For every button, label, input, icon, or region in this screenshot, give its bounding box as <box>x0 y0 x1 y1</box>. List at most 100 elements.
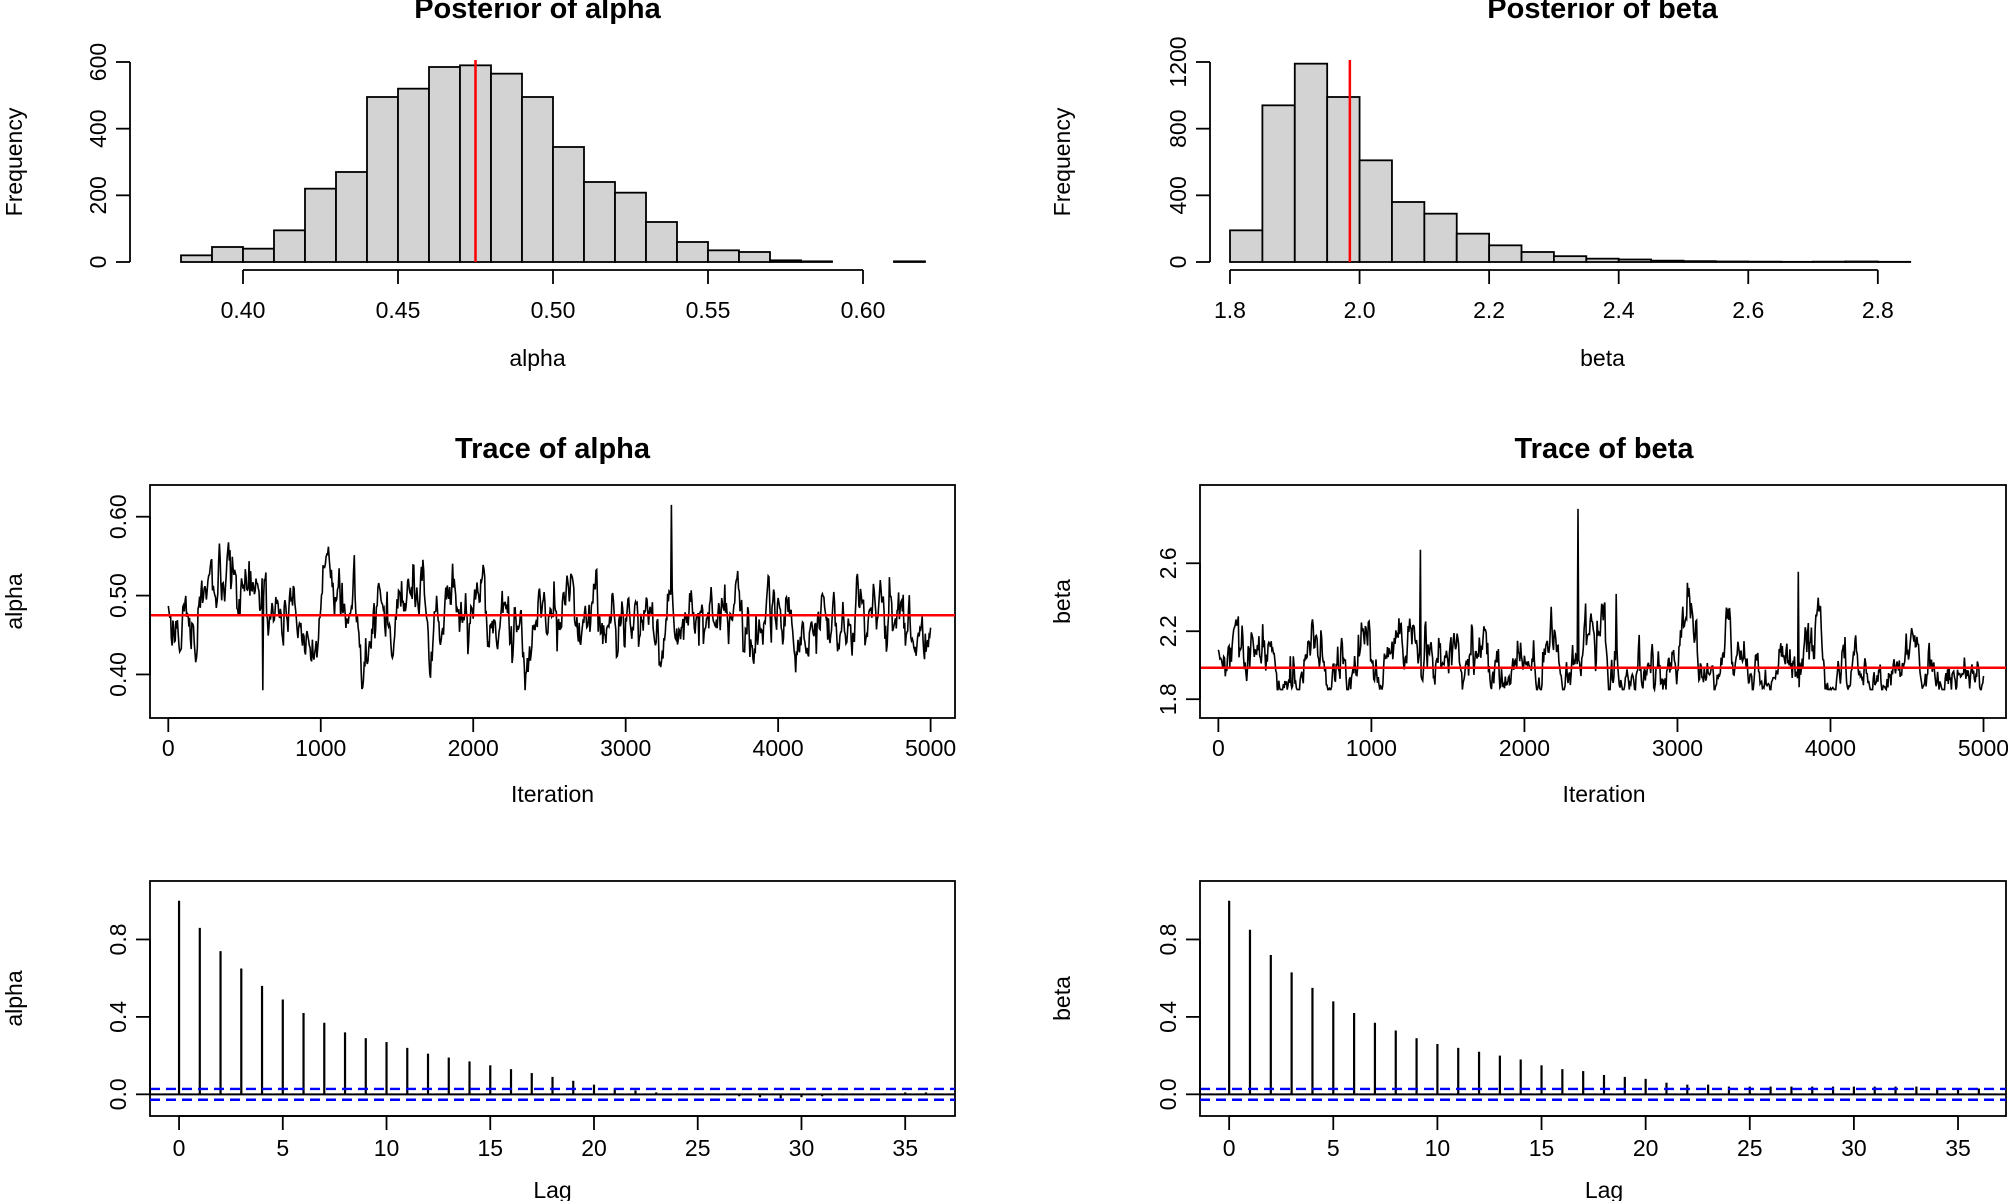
x-tick-label: 5 <box>276 1135 289 1161</box>
histogram-bar <box>304 187 337 263</box>
trace-series-line <box>167 504 932 691</box>
x-tick-label: 2.0 <box>1344 297 1376 323</box>
x-tick-label: 0.45 <box>376 297 421 323</box>
y-tick-label: 0.8 <box>105 923 131 955</box>
histogram-bar <box>583 181 616 263</box>
x-tick-label: 15 <box>1529 1135 1555 1161</box>
y-tick-label: 600 <box>85 43 111 81</box>
histogram-bar <box>800 260 833 263</box>
x-tick-label: 1000 <box>1346 735 1397 761</box>
histogram-bar <box>738 251 771 263</box>
y-tick-label: 0.40 <box>105 652 131 697</box>
x-tick-label: 0 <box>1212 735 1225 761</box>
plot-frame <box>1199 484 2007 719</box>
y-tick-label: 1.8 <box>1155 683 1181 715</box>
x-axis-label: Iteration <box>1562 781 1645 807</box>
x-tick-label: 10 <box>374 1135 400 1161</box>
y-tick-label: 2.6 <box>1155 547 1181 579</box>
y-axis-label: beta <box>1049 976 1075 1021</box>
y-axis-label: Frequency <box>1 107 27 216</box>
histogram-bar <box>1261 104 1296 263</box>
x-tick-label: 4000 <box>1805 735 1856 761</box>
y-tick-label: 0.60 <box>105 494 131 539</box>
histogram-bar <box>676 241 709 263</box>
chart-title: Trace of beta <box>1515 433 1695 465</box>
y-axis-label: Frequency <box>1049 107 1075 216</box>
histogram-bar <box>769 259 802 263</box>
x-tick-label: 15 <box>477 1135 503 1161</box>
x-axis-label: Iteration <box>511 781 594 807</box>
x-tick-label: 20 <box>1633 1135 1659 1161</box>
chart-title: Posterior of alpha <box>414 0 661 25</box>
x-tick-label: 0 <box>162 735 175 761</box>
histogram-bar <box>242 247 275 263</box>
x-tick-label: 4000 <box>753 735 804 761</box>
y-tick-label: 0.50 <box>105 573 131 618</box>
x-tick-label: 5000 <box>1958 735 2008 761</box>
y-axis-label: beta <box>1049 579 1075 624</box>
x-tick-label: 0 <box>173 1135 186 1161</box>
histogram-bar <box>1391 201 1426 263</box>
x-axis-label: Lag <box>533 1177 571 1201</box>
histogram-bar <box>397 87 430 263</box>
x-tick-label: 30 <box>789 1135 815 1161</box>
x-tick-label: 2000 <box>448 735 499 761</box>
histogram-bar <box>893 260 926 263</box>
histogram-bar <box>428 66 461 263</box>
x-tick-label: 2.6 <box>1732 297 1764 323</box>
histogram-bar <box>552 146 585 263</box>
histogram-bar <box>211 246 244 263</box>
acf-beta-panel: 0.0 0.4 0.8 0 5 10 15 20 25 30 35 Lag beta <box>1049 880 2007 1201</box>
histogram-bar <box>366 96 399 263</box>
x-tick-label: 2.8 <box>1862 297 1894 323</box>
histogram-bar <box>1844 260 1879 263</box>
y-tick-label: 800 <box>1165 109 1191 147</box>
trace-alpha-panel: 0.40 0.50 0.60 0 1000 2000 3000 4000 5000 Trace o… <box>1 433 956 807</box>
histogram-bar <box>180 254 213 263</box>
y-tick-label: 400 <box>85 109 111 147</box>
y-axis-label: alpha <box>1 970 27 1026</box>
x-tick-label: 0.55 <box>686 297 731 323</box>
histogram-bar <box>1553 255 1588 263</box>
histogram-bar <box>614 191 647 263</box>
y-tick-label: 2.2 <box>1155 615 1181 647</box>
x-tick-label: 3000 <box>1652 735 1703 761</box>
x-tick-label: 2.4 <box>1603 297 1635 323</box>
histogram-bar <box>1488 244 1523 263</box>
hist-beta-panel: 0 400 800 1200 1.8 2.0 2.2 2.4 2.6 2.8 Posterior o… <box>1049 0 1912 371</box>
hist-alpha-panel: 0 200 400 600 0.40 0.45 0.50 0.55 0.60 Posterior … <box>1 0 926 371</box>
x-axis-label: beta <box>1580 345 1625 371</box>
chart-title: Posterior of beta <box>1487 0 1718 25</box>
x-tick-label: 0.60 <box>841 297 886 323</box>
x-tick-label: 0.50 <box>531 297 576 323</box>
histogram-bar <box>1585 257 1620 263</box>
histogram-bar <box>1358 159 1393 263</box>
x-tick-label: 1000 <box>295 735 346 761</box>
chart-title: Trace of alpha <box>455 433 651 465</box>
histogram-bar <box>1714 260 1750 263</box>
x-tick-label: 35 <box>892 1135 918 1161</box>
x-tick-label: 20 <box>581 1135 607 1161</box>
x-tick-label: 25 <box>685 1135 711 1161</box>
histogram-bar <box>521 96 554 263</box>
x-tick-label: 2000 <box>1499 735 1550 761</box>
histogram-bar <box>1682 260 1717 263</box>
histogram-bar <box>490 72 523 263</box>
y-tick-label: 0 <box>1165 256 1191 269</box>
histogram-bar <box>645 221 678 263</box>
x-axis-label: alpha <box>509 345 565 371</box>
histogram-bar <box>707 249 740 263</box>
histogram-bar <box>1293 62 1329 263</box>
x-tick-label: 1.8 <box>1214 297 1246 323</box>
histogram-bar <box>1520 251 1555 263</box>
histogram-bar <box>335 171 368 263</box>
y-tick-label: 400 <box>1165 176 1191 214</box>
histogram-bar <box>273 229 306 263</box>
y-tick-label: 200 <box>85 176 111 214</box>
x-tick-label: 5000 <box>905 735 956 761</box>
x-tick-label: 2.2 <box>1473 297 1505 323</box>
x-tick-label: 25 <box>1737 1135 1763 1161</box>
histogram-bar <box>1455 232 1491 263</box>
x-tick-label: 0.40 <box>221 297 266 323</box>
